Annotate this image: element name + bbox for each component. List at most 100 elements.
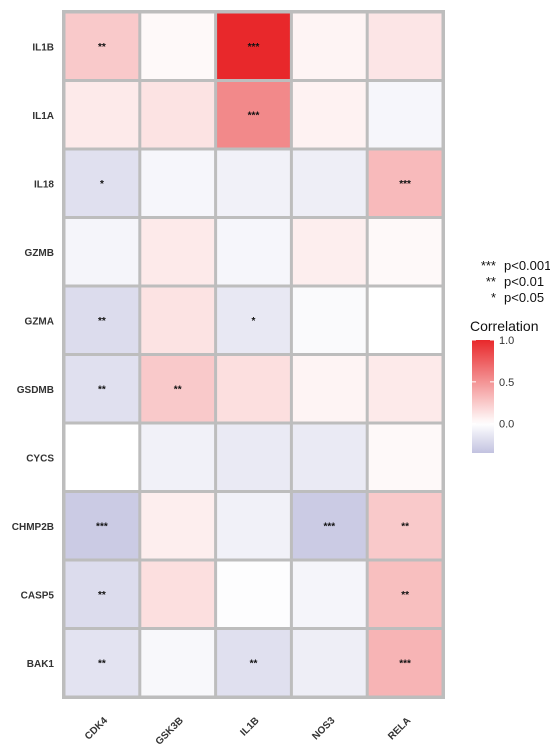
significance-marks: ** ******* ***** *** ***** *** **** **** ** *** <box>96 42 411 670</box>
heatmap-cell <box>368 287 442 353</box>
colorbar-legend: Correlation 1.0 0.5 0.0 <box>470 318 538 453</box>
heatmap-cell <box>217 13 290 79</box>
significance-mark: *** <box>399 179 411 190</box>
heatmap-cell <box>368 493 442 559</box>
row-label: CHMP2B <box>12 522 54 533</box>
significance-mark: ** <box>401 590 409 601</box>
heatmap-cell <box>368 561 442 627</box>
heatmap-cell <box>65 561 139 627</box>
heatmap-cell <box>217 82 290 148</box>
significance-legend: *** p<0.001 ** p<0.01 * p<0.05 <box>481 258 550 305</box>
significance-mark: ** <box>98 658 106 669</box>
heatmap-cell <box>292 150 366 216</box>
colorbar-ticks: 1.0 0.5 0.0 <box>472 335 514 431</box>
heatmap-cell <box>292 82 366 148</box>
heatmap-cell <box>65 13 139 79</box>
heatmap-cell <box>217 630 290 696</box>
heatmap-cell <box>292 424 366 490</box>
significance-mark: *** <box>399 658 411 669</box>
legend-label: p<0.05 <box>504 290 544 305</box>
significance-mark: *** <box>323 521 335 532</box>
heatmap-cell <box>217 150 290 216</box>
legend-label: p<0.01 <box>504 274 544 289</box>
heatmap-cell <box>65 82 139 148</box>
heatmap-cell <box>368 219 442 285</box>
legend-symbol: * <box>491 290 496 305</box>
heatmap-cell <box>292 13 366 79</box>
legend-symbol: *** <box>481 258 496 273</box>
heatmap-cell <box>368 356 442 422</box>
heatmap-cell <box>141 493 215 559</box>
row-labels: IL1B IL1A IL18 GZMB GZMA GSDMB CYCS CHMP2B CASP5… <box>12 42 55 670</box>
heatmap-cell <box>292 287 366 353</box>
significance-mark: *** <box>248 42 260 53</box>
heatmap-cell <box>368 150 442 216</box>
heatmap-cell <box>217 287 290 353</box>
heatmap-cell <box>65 424 139 490</box>
column-label: IL1B <box>239 715 262 738</box>
colorbar-title: Correlation <box>470 318 538 334</box>
significance-mark: ** <box>401 521 409 532</box>
row-label: GZMB <box>25 248 54 259</box>
heatmap-cell <box>292 219 366 285</box>
significance-mark: ** <box>98 384 106 395</box>
heatmap-cell <box>217 493 290 559</box>
column-label: GSK3B <box>154 715 186 747</box>
heatmap-cell <box>141 150 215 216</box>
column-label: NOS3 <box>310 715 337 742</box>
heatmap-cell <box>368 13 442 79</box>
colorbar-tick-label: 1.0 <box>499 335 514 347</box>
row-label: BAK1 <box>27 659 55 670</box>
column-labels: CDK4 GSK3B IL1B NOS3 RELA <box>83 715 413 747</box>
colorbar-tick-label: 0.0 <box>499 419 514 431</box>
row-label: GZMA <box>25 316 54 327</box>
significance-mark: ** <box>98 42 106 53</box>
heatmap-cell <box>65 219 139 285</box>
heatmap-cell <box>368 630 442 696</box>
row-label: CASP5 <box>21 590 55 601</box>
column-label: CDK4 <box>83 715 110 742</box>
heatmap-cell <box>368 82 442 148</box>
colorbar <box>472 340 494 453</box>
heatmap-cell <box>368 424 442 490</box>
significance-mark: * <box>100 179 104 190</box>
significance-mark: ** <box>98 590 106 601</box>
heatmap-cell <box>292 561 366 627</box>
heatmap-cell <box>65 493 139 559</box>
heatmap-cell <box>292 630 366 696</box>
significance-mark: ** <box>250 658 258 669</box>
heatmap-cell <box>217 219 290 285</box>
colorbar-tick-label: 0.5 <box>499 377 514 389</box>
heatmap-cell <box>141 424 215 490</box>
row-label: GSDMB <box>17 385 54 396</box>
significance-mark: ** <box>98 316 106 327</box>
legend-symbol: ** <box>486 274 496 289</box>
heatmap-cell <box>65 630 139 696</box>
significance-mark: *** <box>96 521 108 532</box>
heatmap-cell <box>292 493 366 559</box>
significance-mark: *** <box>248 110 260 121</box>
row-label: CYCS <box>26 453 54 464</box>
significance-mark: * <box>252 316 256 327</box>
heatmap-cell <box>141 219 215 285</box>
heatmap-cell <box>217 356 290 422</box>
row-label: IL18 <box>34 179 54 190</box>
column-label: RELA <box>386 715 413 742</box>
heatmap-cell <box>141 13 215 79</box>
row-label: IL1A <box>32 111 54 122</box>
legend-label: p<0.001 <box>504 258 550 273</box>
heatmap-cells <box>62 10 445 699</box>
heatmap-cell <box>141 561 215 627</box>
heatmap-cell <box>141 356 215 422</box>
heatmap-cell <box>292 356 366 422</box>
row-label: IL1B <box>32 42 54 53</box>
heatmap-cell <box>141 82 215 148</box>
heatmap-cell <box>217 561 290 627</box>
heatmap-cell <box>65 356 139 422</box>
significance-mark: ** <box>174 384 182 395</box>
heatmap-cell <box>141 630 215 696</box>
heatmap-cell <box>217 424 290 490</box>
heatmap-cell <box>65 150 139 216</box>
heatmap-cell <box>65 287 139 353</box>
